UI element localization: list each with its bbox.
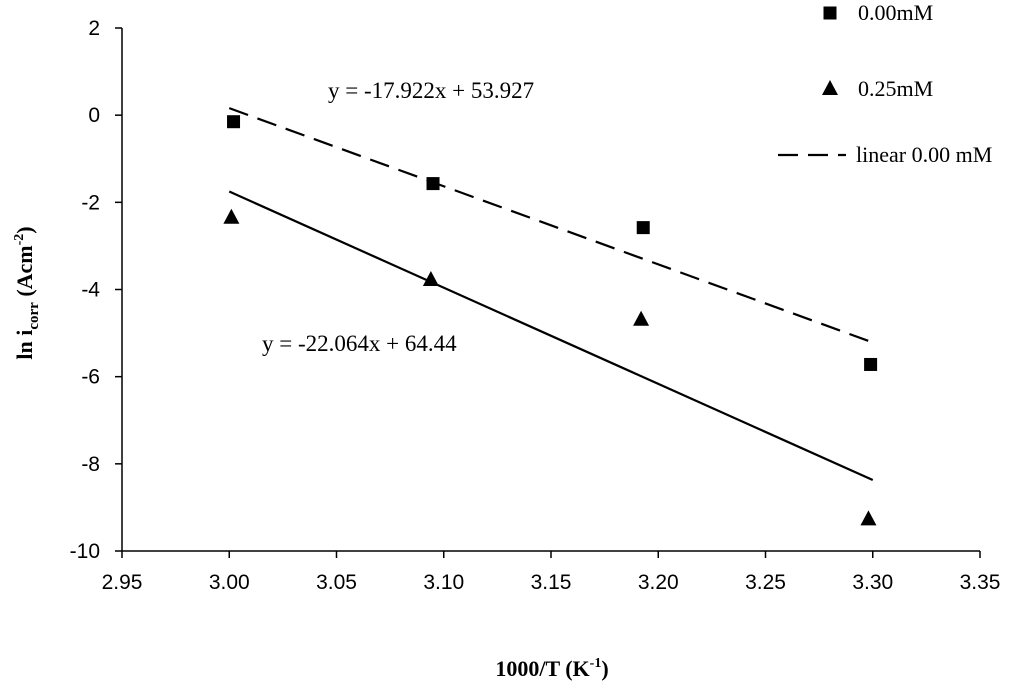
legend: 0.00mM 0.25mM linear 0.00 mM (778, 0, 992, 167)
square-marker (227, 115, 241, 129)
y-tick-label: -2 (81, 191, 100, 214)
equation-0-00mm: y = -17.922x + 53.927 (328, 78, 534, 103)
legend-label-linear: linear 0.00 mM (856, 142, 992, 167)
legend-triangle-icon (822, 80, 838, 95)
y-tick-label: 2 (88, 17, 100, 40)
trendlines (228, 107, 874, 482)
triangle-marker (223, 208, 240, 224)
equation-0-25mm: y = -22.064x + 64.44 (262, 331, 457, 356)
legend-label-0-25mm: 0.25mM (858, 76, 933, 101)
x-tick-label: 3.30 (852, 571, 893, 594)
triangle-marker (860, 510, 877, 526)
x-tick-label: 3.15 (531, 571, 572, 594)
x-axis-title: 1000/T (K-1) (495, 656, 608, 681)
axes (121, 28, 980, 552)
y-tick-label: -10 (70, 540, 100, 563)
legend-label-0-00mm: 0.00mM (858, 0, 933, 25)
x-tick-label: 3.35 (960, 571, 1001, 594)
trendline-0-00mm (228, 107, 874, 344)
equation-annotations: y = -17.922x + 53.927 y = -22.064x + 64.4… (262, 78, 534, 356)
x-tick-label: 3.00 (209, 571, 250, 594)
trendline-0-25mm (228, 190, 874, 482)
ticks: 2 0 -2 -4 -6 -8 -102.95 3.00 3.05 3.10 3.15 3.20 3.2… (70, 17, 1001, 594)
x-tick-label: 3.25 (745, 571, 786, 594)
x-tick-label: 3.10 (423, 571, 464, 594)
x-tick-label: 2.95 (102, 571, 143, 594)
y-axis-title: ln icorr (Acm-2) (12, 226, 42, 359)
legend-square-icon (823, 6, 837, 20)
triangle-marker (633, 310, 650, 326)
y-tick-label: 0 (88, 104, 100, 127)
triangle-marker (422, 271, 439, 287)
y-tick-label: -4 (81, 279, 100, 302)
square-marker (426, 177, 440, 191)
x-tick-label: 3.05 (316, 571, 357, 594)
square-marker (864, 357, 878, 371)
data-points (223, 115, 878, 526)
square-marker (636, 221, 650, 235)
y-tick-label: -6 (81, 366, 100, 389)
y-tick-label: -8 (81, 453, 100, 476)
x-tick-label: 3.20 (638, 571, 679, 594)
